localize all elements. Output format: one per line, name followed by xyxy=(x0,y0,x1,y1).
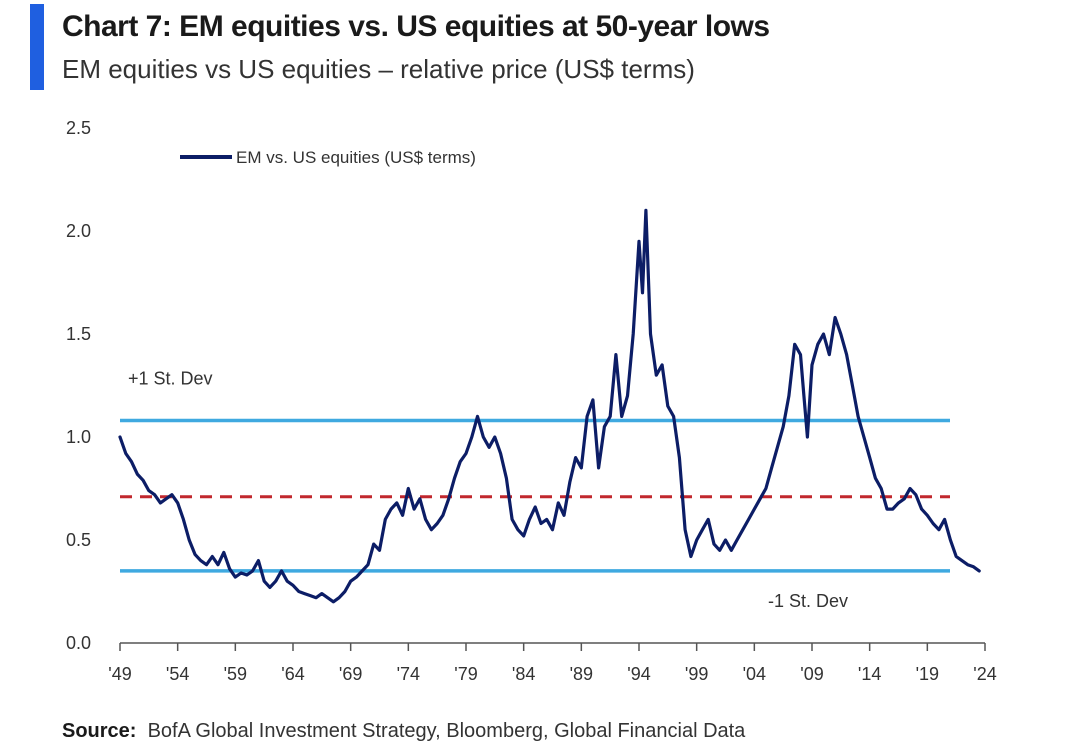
x-tick-label: '14 xyxy=(858,664,881,684)
x-tick-label: '84 xyxy=(512,664,535,684)
plus-1-std-dev-label: +1 St. Dev xyxy=(128,369,213,389)
y-tick-label: 1.0 xyxy=(66,427,91,447)
x-tick-label: '99 xyxy=(685,664,708,684)
y-tick-label: 2.5 xyxy=(66,118,91,138)
reference-lines: +1 St. Dev -1 St. Dev xyxy=(120,369,950,611)
source-note: Source: BofA Global Investment Strategy,… xyxy=(62,720,745,743)
x-tick-label: '59 xyxy=(224,664,247,684)
chart-title: Chart 7: EM equities vs. US equities at … xyxy=(62,10,770,43)
y-tick-label: 2.0 xyxy=(66,221,91,241)
legend-label: EM vs. US equities (US$ terms) xyxy=(236,148,476,167)
x-tick-label: '64 xyxy=(281,664,304,684)
source-text: BofA Global Investment Strategy, Bloombe… xyxy=(147,720,746,742)
x-tick-label: '04 xyxy=(743,664,766,684)
source-label: Source: xyxy=(62,720,137,742)
x-tick-label: '19 xyxy=(916,664,939,684)
x-tick-label: '74 xyxy=(397,664,420,684)
x-tick-label: '79 xyxy=(454,664,477,684)
x-tick-label: '49 xyxy=(108,664,131,684)
legend: EM vs. US equities (US$ terms) xyxy=(180,148,476,167)
line-chart: +1 St. Dev-1 St. Dev '49'54'59'64'69'74 '… xyxy=(66,118,997,684)
y-tick-label: 0.0 xyxy=(66,633,91,653)
x-tick-label: '89 xyxy=(570,664,593,684)
x-tick-label: '94 xyxy=(627,664,650,684)
y-tick-label: 0.5 xyxy=(66,530,91,550)
x-tick-label: '24 xyxy=(973,664,996,684)
chart-subtitle: EM equities vs US equities – relative pr… xyxy=(62,54,695,84)
x-tick-label: '09 xyxy=(800,664,823,684)
x-tick-label: '69 xyxy=(339,664,362,684)
axes: '49 '54 '59 '64 '69 '74 '79 '84 '89 '94 '99 '04 '09 '… xyxy=(66,118,997,684)
series-layer xyxy=(118,208,981,604)
series-line-em-vs-us xyxy=(118,208,981,604)
x-tick-label: '54 xyxy=(166,664,189,684)
minus-1-std-dev-label: -1 St. Dev xyxy=(768,591,848,611)
y-tick-label: 1.5 xyxy=(66,324,91,344)
title-accent-bar xyxy=(30,4,44,90)
